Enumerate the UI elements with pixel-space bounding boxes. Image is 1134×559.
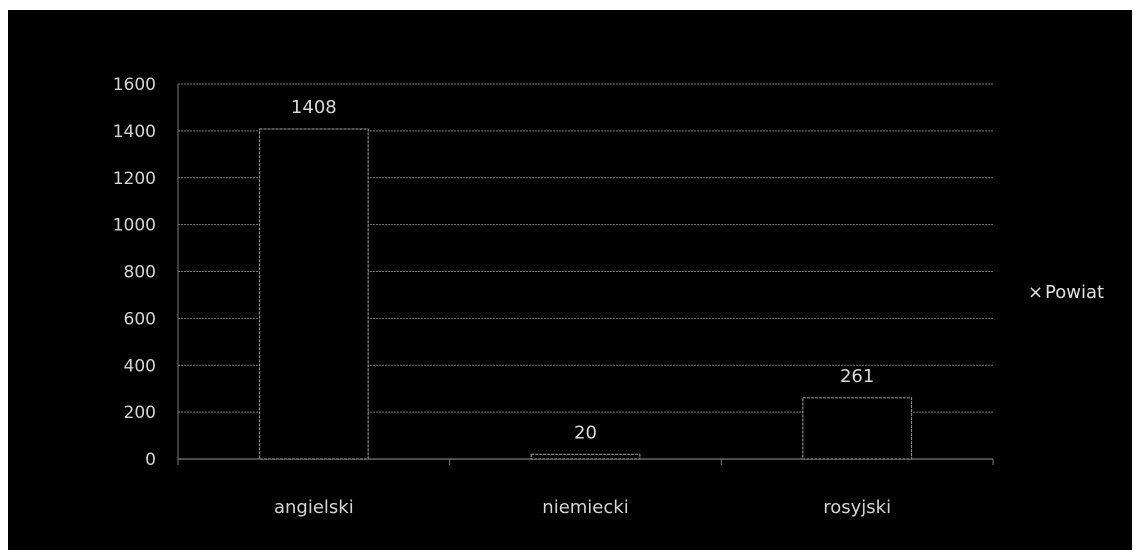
- legend: × Powiat: [1028, 282, 1104, 303]
- y-tick-label: 800: [124, 263, 156, 283]
- y-tick-label: 1400: [113, 122, 156, 142]
- bar-chart: 0 200 400 600 800 1000 1200 1400 1600 1408 angiels…: [113, 75, 1104, 518]
- y-tick-label: 400: [124, 356, 156, 376]
- labels: 0 200 400 600 800 1000 1200 1400 1600 1408 angiels…: [113, 75, 891, 518]
- data-label-niemiecki: 20: [574, 422, 597, 443]
- legend-label-powiat: Powiat: [1045, 282, 1104, 303]
- bar-angielski: [258, 128, 369, 460]
- data-label-rosyjski: 261: [840, 366, 874, 387]
- data-label-angielski: 1408: [291, 97, 337, 118]
- y-tick-label: 200: [124, 403, 156, 423]
- x-tick-label-niemiecki: niemiecki: [542, 497, 628, 518]
- chart-frame: 0 200 400 600 800 1000 1200 1400 1600 1408 angiels…: [8, 10, 1132, 550]
- y-tick-label: 1600: [113, 75, 156, 95]
- y-tick-label: 1200: [113, 169, 156, 189]
- y-tick-label: 0: [145, 450, 156, 470]
- legend-marker: ×: [1028, 282, 1043, 303]
- bar-niemiecki: [530, 453, 641, 460]
- x-tick-label-angielski: angielski: [274, 497, 354, 518]
- bar-rosyjski: [802, 397, 913, 460]
- y-tick-label: 1000: [113, 216, 156, 236]
- bars: [258, 128, 913, 460]
- x-tick-label-rosyjski: rosyjski: [823, 497, 891, 518]
- y-tick-label: 600: [124, 309, 156, 329]
